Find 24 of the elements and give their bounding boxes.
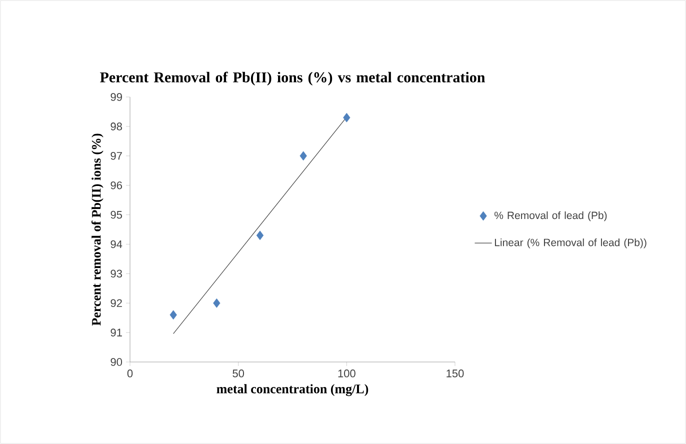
y-tick-label: 94 [110,240,122,248]
x-tick-label: 50 [232,370,244,378]
y-tick-label: 96 [110,181,122,190]
y-tick-label: 93 [110,270,122,278]
y-tick-label: 90 [110,358,122,366]
point [343,112,350,122]
x-tick-label: 100 [338,370,356,378]
x-tick-label: 150 [446,370,464,378]
chart-title: Percent Removal of Pb(II) ions (%) vs metal concentration [100,72,486,86]
y-tick-label: 99 [110,93,122,101]
legend-label: Linear (% Removal of lead (Pb)) [494,238,646,248]
legend-label: % Removal of lead (Pb) [494,211,607,222]
y-tick-label: 91 [110,328,122,336]
y-tick-label: 95 [110,210,122,219]
x-axis-title: metal concentration (mg/L) [216,384,368,396]
y-axis-title: Percent removal of Pb(II) ions (%) [91,134,104,326]
y-tick-label: 92 [110,299,122,307]
point [213,298,220,308]
x-tick-label: 0 [127,370,133,378]
point [300,151,307,161]
y-tick-label: 98 [110,122,122,130]
point [256,230,264,240]
point [170,310,177,320]
y-tick-label: 97 [110,152,122,160]
